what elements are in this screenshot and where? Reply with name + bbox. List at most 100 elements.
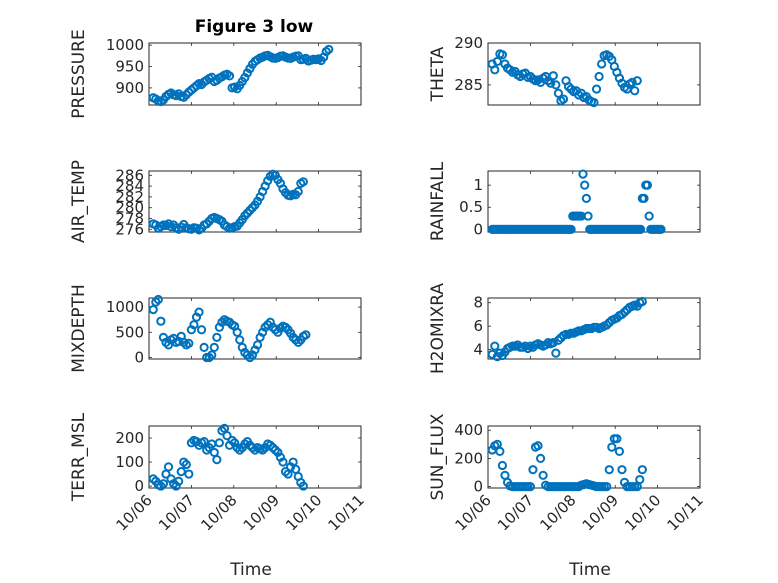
data-point [558,94,569,104]
data-point [148,304,158,315]
data-point [181,459,191,470]
data-point [591,84,602,94]
data-point [602,481,612,492]
data-point [553,88,563,98]
data-point [184,469,194,479]
y-tick-label: 500 [115,323,144,341]
data-point [614,446,625,456]
data-point [490,341,500,351]
data-point [232,327,242,337]
y-tick-label: 276 [115,220,144,238]
y-tick-label: 0 [473,220,483,238]
subplot-4: 0 0.5 1 RAINFALL [428,161,701,241]
data-point [497,460,508,471]
axes-box [487,425,701,489]
data-point [163,462,174,472]
y-tick-label: 400 [454,421,483,439]
y-tick-label: 286 [115,166,144,184]
y-tick-label: 1 [473,176,483,194]
data-point [293,186,303,197]
data-point [637,296,647,307]
y-tick-label: 950 [115,58,144,76]
x-axis-label: Time [229,560,272,580]
data-point [196,325,207,335]
data-point [153,294,163,305]
y-tick-label: 0 [473,478,483,496]
data-point [495,446,505,456]
subplot-2: 285 290 THETA [428,34,701,108]
data-point [607,442,617,452]
axes-box [487,170,701,233]
data-point [176,467,186,477]
data-point [212,332,222,342]
data-point [156,316,166,326]
data-point [656,224,666,234]
data-point [184,338,194,348]
y-tick-label: 278 [115,210,144,228]
data-point [324,44,334,55]
data-point [490,65,500,75]
data-point [604,465,614,475]
data-point [566,224,576,234]
y-axis-label: H2OMIXRA [428,283,448,374]
data-point [594,71,604,82]
y-tick-label: 285 [454,76,483,94]
data-point [639,193,649,204]
y-tick-label: 200 [454,449,483,467]
data-point [580,180,590,190]
y-tick-label: 200 [115,429,144,447]
y-tick-label: 0 [134,477,144,495]
data-point [209,342,219,353]
y-tick-label: 1000 [106,36,144,54]
data-point [635,474,645,485]
data-point [578,169,588,179]
subplot-5: 0 500 1000 MIXDEPTH [69,284,362,373]
y-tick-label: 284 [115,177,144,195]
data-point [589,97,599,108]
data-point [492,56,502,67]
data-point [199,437,209,447]
data-point [548,71,558,81]
y-axis-label: TERR_MSL [69,412,89,502]
y-tick-label: 1000 [106,298,144,316]
y-tick-label: 280 [115,199,144,217]
axes-box [148,425,362,489]
data-point [546,78,556,88]
data-point [528,465,538,475]
data-point [252,340,263,350]
x-axis-label: Time [568,560,611,580]
data-point [637,465,647,475]
data-point [301,330,311,340]
data-point [222,431,232,441]
data-point [612,434,622,444]
y-tick-label: 0.5 [459,198,483,216]
data-point [158,479,169,489]
y-tick-label: 0 [134,348,144,366]
data-point [617,465,627,475]
data-point [630,86,640,96]
data-point [632,76,642,86]
data-point [533,441,543,451]
data-point [583,211,593,221]
figure-title: Figure 3 low [195,17,314,37]
y-axis-label: AIR_TEMP [69,160,89,243]
data-point [627,77,637,87]
data-point [581,193,591,204]
data-point [298,481,308,491]
data-point [278,457,288,467]
data-point [551,348,561,358]
y-axis-label: PRESSURE [69,29,89,118]
data-point [207,350,217,360]
y-axis-label: MIXDEPTH [69,284,89,373]
data-point [224,71,235,81]
y-tick-label: 100 [115,453,144,471]
data-point [538,470,548,480]
data-point [597,59,607,69]
subplot-6: 4 6 8 H2OMIXRA [428,283,701,374]
subplot-1: 900 950 1000 PRESSURE [69,29,362,119]
data-point [199,342,209,353]
data-point [636,224,646,234]
data-point [525,481,536,492]
